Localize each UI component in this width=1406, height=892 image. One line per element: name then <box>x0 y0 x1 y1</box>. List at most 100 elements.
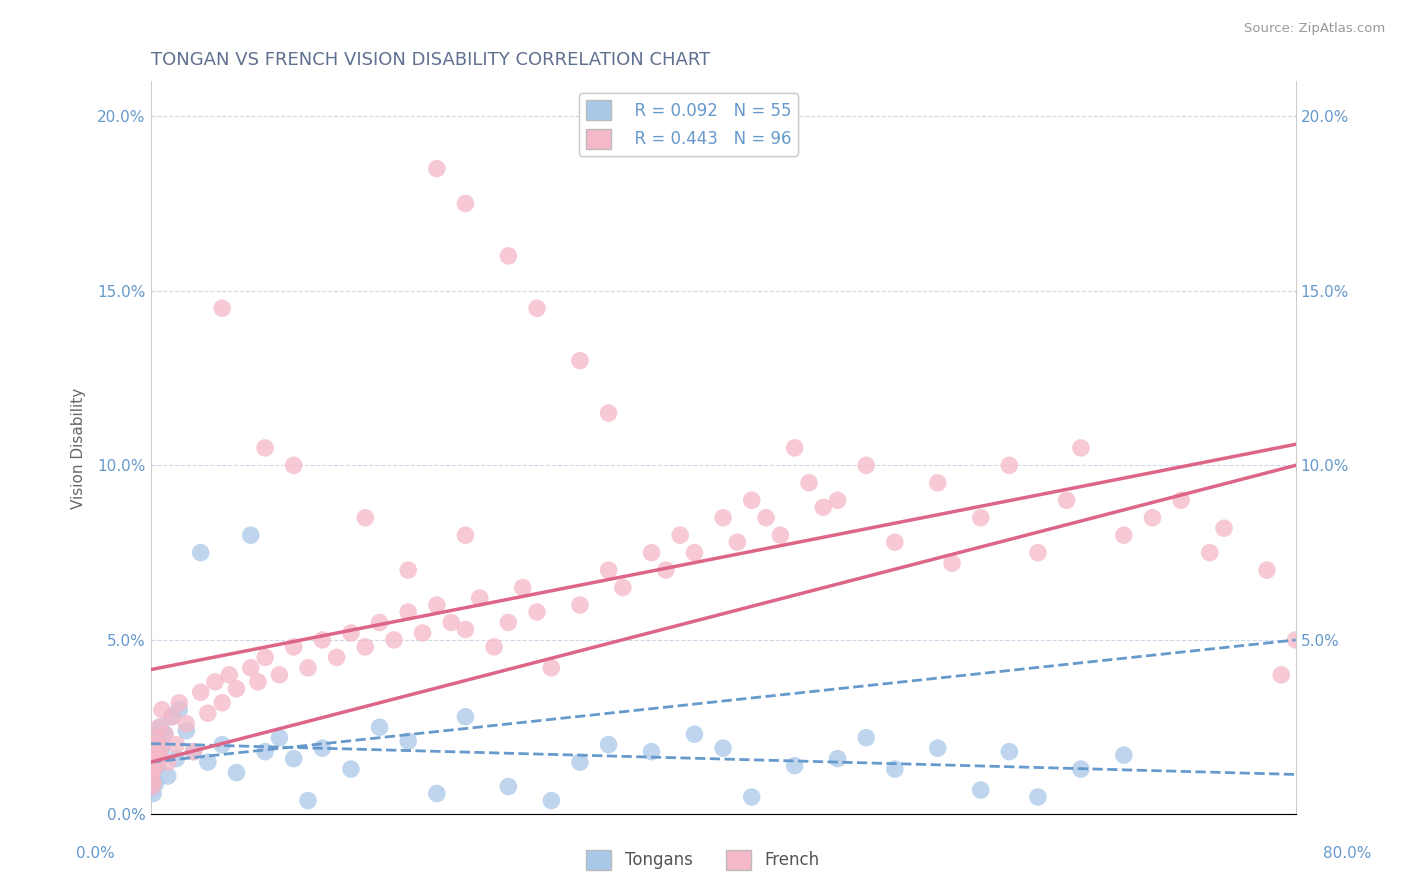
Point <box>145 776 167 790</box>
Point <box>741 493 763 508</box>
Point <box>498 615 520 630</box>
Y-axis label: Vision Disability: Vision Disability <box>72 387 86 508</box>
Point <box>340 626 363 640</box>
Point <box>148 720 170 734</box>
Point <box>176 723 198 738</box>
Point <box>1142 510 1164 524</box>
Point <box>142 745 165 759</box>
Point <box>998 745 1021 759</box>
Point <box>160 710 183 724</box>
Point <box>183 745 205 759</box>
Point <box>211 301 233 316</box>
Point <box>204 674 226 689</box>
Point <box>426 787 449 801</box>
Point <box>311 632 333 647</box>
Point <box>526 605 548 619</box>
Text: TONGAN VS FRENCH VISION DISABILITY CORRELATION CHART: TONGAN VS FRENCH VISION DISABILITY CORRE… <box>150 51 710 69</box>
Point <box>482 640 505 654</box>
Point <box>883 762 905 776</box>
Point <box>568 598 591 612</box>
Point <box>148 748 170 763</box>
Point <box>797 475 820 490</box>
Point <box>167 696 190 710</box>
Point <box>855 458 877 473</box>
Point <box>440 615 463 630</box>
Point <box>142 738 165 752</box>
Point <box>165 751 187 765</box>
Point <box>225 765 247 780</box>
Point <box>239 661 262 675</box>
Point <box>1213 521 1236 535</box>
Point <box>156 755 179 769</box>
Point <box>143 748 166 763</box>
Point <box>454 710 477 724</box>
Point <box>146 758 169 772</box>
Point <box>141 772 163 787</box>
Point <box>145 731 167 745</box>
Point <box>141 765 163 780</box>
Point <box>142 787 165 801</box>
Point <box>141 772 163 787</box>
Point <box>498 249 520 263</box>
Point <box>190 546 212 560</box>
Point <box>1056 493 1078 508</box>
Point <box>143 751 166 765</box>
Point <box>311 741 333 756</box>
Point <box>382 632 405 647</box>
Point <box>598 563 620 577</box>
Point <box>368 615 391 630</box>
Point <box>970 510 993 524</box>
Point <box>927 475 949 490</box>
Point <box>225 681 247 696</box>
Point <box>141 765 163 780</box>
Point <box>454 623 477 637</box>
Point <box>711 741 734 756</box>
Point <box>269 668 291 682</box>
Point <box>141 755 163 769</box>
Point <box>149 741 172 756</box>
Point <box>325 650 347 665</box>
Point <box>239 528 262 542</box>
Point <box>340 762 363 776</box>
Point <box>655 563 678 577</box>
Point <box>211 738 233 752</box>
Point <box>145 731 167 745</box>
Point <box>598 738 620 752</box>
Point <box>150 703 173 717</box>
Point <box>142 776 165 790</box>
Point <box>150 741 173 756</box>
Point <box>190 685 212 699</box>
Point <box>354 510 377 524</box>
Point <box>1070 441 1092 455</box>
Point <box>368 720 391 734</box>
Point <box>283 458 305 473</box>
Point <box>218 668 240 682</box>
Text: 0.0%: 0.0% <box>76 847 115 861</box>
Point <box>568 755 591 769</box>
Point <box>153 727 176 741</box>
Point <box>927 741 949 756</box>
Point <box>283 640 305 654</box>
Point <box>1026 546 1049 560</box>
Point <box>254 441 277 455</box>
Point <box>827 493 849 508</box>
Point <box>683 546 706 560</box>
Point <box>1112 748 1135 763</box>
Point <box>941 556 963 570</box>
Point <box>396 563 419 577</box>
Point <box>153 727 176 741</box>
Point <box>160 710 183 724</box>
Legend:   R = 0.092   N = 55,   R = 0.443   N = 96: R = 0.092 N = 55, R = 0.443 N = 96 <box>579 94 799 156</box>
Point <box>197 706 219 721</box>
Text: 80.0%: 80.0% <box>1323 847 1371 861</box>
Point <box>827 751 849 765</box>
Point <box>741 790 763 805</box>
Point <box>426 161 449 176</box>
Point <box>143 738 166 752</box>
Point <box>211 696 233 710</box>
Point <box>568 353 591 368</box>
Legend: Tongans, French: Tongans, French <box>579 843 827 877</box>
Point <box>1170 493 1192 508</box>
Point <box>1112 528 1135 542</box>
Point <box>598 406 620 420</box>
